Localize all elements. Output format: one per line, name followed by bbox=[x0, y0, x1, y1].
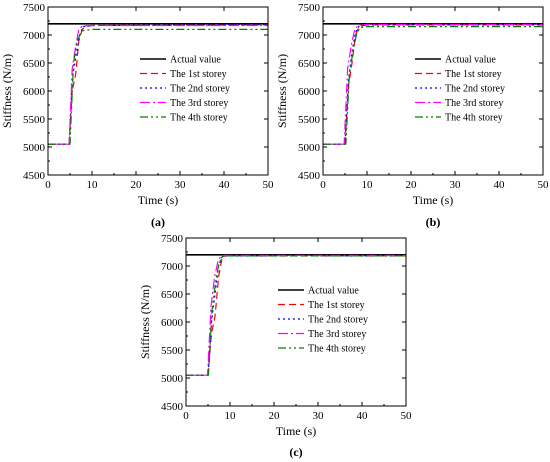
y-tick-label: 5000 bbox=[298, 142, 321, 154]
x-axis-label: Time (s) bbox=[413, 193, 454, 207]
y-tick-label: 7500 bbox=[23, 2, 46, 14]
plot-frame bbox=[185, 237, 407, 407]
legend-label-2: The 1st storey bbox=[308, 300, 365, 311]
x-tick-label: 30 bbox=[313, 410, 325, 422]
panel-label: (c) bbox=[289, 445, 302, 459]
series-line-2 bbox=[323, 24, 543, 145]
series-line-5 bbox=[323, 26, 543, 145]
y-tick-label: 5500 bbox=[161, 345, 184, 357]
y-tick-label: 5000 bbox=[161, 373, 184, 385]
series-line-2 bbox=[186, 255, 406, 376]
y-tick-label: 7000 bbox=[23, 30, 46, 42]
y-tick-label: 6500 bbox=[23, 58, 46, 70]
series-line-5 bbox=[48, 28, 268, 145]
x-tick-label: 50 bbox=[538, 179, 550, 191]
legend-label-4: The 3rd storey bbox=[170, 98, 228, 109]
y-tick-label: 4500 bbox=[161, 401, 184, 413]
series-line-5 bbox=[186, 255, 406, 376]
series-line-4 bbox=[48, 24, 268, 145]
y-tick-label: 4500 bbox=[23, 170, 46, 182]
plot-frame bbox=[322, 6, 544, 176]
y-tick-label: 7500 bbox=[161, 233, 184, 245]
legend-label-5: The 4th storey bbox=[445, 113, 503, 124]
x-tick-label: 0 bbox=[320, 179, 326, 191]
x-tick-label: 20 bbox=[406, 179, 418, 191]
x-tick-label: 50 bbox=[263, 179, 275, 191]
x-tick-label: 10 bbox=[225, 410, 237, 422]
x-tick-label: 50 bbox=[401, 410, 413, 422]
y-tick-label: 6000 bbox=[161, 317, 184, 329]
chart-panel-3: 0 10 20 30 40 50 4500 5000 5500 6000 6500 7000 7500 T… bbox=[138, 233, 412, 459]
panel-label: (b) bbox=[426, 215, 441, 229]
x-tick-label: 20 bbox=[131, 179, 143, 191]
y-tick-label: 4500 bbox=[298, 170, 321, 182]
series-line-3 bbox=[323, 24, 543, 145]
series-line-4 bbox=[323, 23, 543, 145]
legend-label-2: The 1st storey bbox=[170, 69, 227, 80]
y-tick-label: 7000 bbox=[298, 30, 321, 42]
x-tick-label: 40 bbox=[219, 179, 231, 191]
x-tick-label: 20 bbox=[269, 410, 281, 422]
y-tick-label: 7000 bbox=[161, 261, 184, 273]
y-axis-label: Stiffness (N/m) bbox=[0, 54, 14, 128]
legend-label-3: The 2nd storey bbox=[308, 315, 368, 326]
x-tick-label: 40 bbox=[357, 410, 369, 422]
panel-label: (a) bbox=[151, 215, 165, 229]
legend-label-3: The 2nd storey bbox=[445, 84, 505, 95]
series-line-4 bbox=[186, 254, 406, 376]
legend-label-4: The 3rd storey bbox=[445, 98, 503, 109]
y-tick-label: 7500 bbox=[298, 2, 321, 14]
x-tick-label: 40 bbox=[494, 179, 506, 191]
chart-panel-2: 0 10 20 30 40 50 4500 5000 5500 6000 6500 7000 7500 T… bbox=[275, 2, 549, 229]
legend-label-1: Actual value bbox=[308, 286, 359, 297]
y-tick-label: 6000 bbox=[298, 86, 321, 98]
y-tick-label: 5000 bbox=[23, 142, 46, 154]
series-line-3 bbox=[186, 255, 406, 376]
y-tick-label: 5500 bbox=[23, 114, 46, 126]
x-tick-label: 10 bbox=[87, 179, 99, 191]
y-tick-label: 5500 bbox=[298, 114, 321, 126]
x-tick-label: 0 bbox=[183, 410, 189, 422]
x-tick-label: 10 bbox=[362, 179, 374, 191]
x-axis-label: Time (s) bbox=[138, 193, 179, 207]
x-tick-label: 30 bbox=[175, 179, 187, 191]
x-tick-label: 0 bbox=[45, 179, 51, 191]
y-tick-label: 6000 bbox=[23, 86, 46, 98]
legend-label-4: The 3rd storey bbox=[308, 329, 366, 340]
legend-label-3: The 2nd storey bbox=[170, 84, 230, 95]
y-axis-label: Stiffness (N/m) bbox=[275, 54, 289, 128]
x-axis-label: Time (s) bbox=[276, 424, 317, 438]
legend-label-5: The 4th storey bbox=[308, 344, 366, 355]
y-tick-label: 6500 bbox=[298, 58, 321, 70]
series-line-3 bbox=[48, 23, 268, 145]
y-tick-label: 6500 bbox=[161, 289, 184, 301]
legend-label-2: The 1st storey bbox=[445, 69, 502, 80]
x-tick-label: 30 bbox=[450, 179, 462, 191]
series-line-2 bbox=[48, 24, 268, 145]
chart-panel-1: 0 10 20 30 40 50 4500 5000 5500 6000 6500 7000 7500 T… bbox=[0, 2, 274, 229]
y-axis-label: Stiffness (N/m) bbox=[138, 285, 152, 359]
legend-label-5: The 4th storey bbox=[170, 113, 228, 124]
legend-label-1: Actual value bbox=[445, 55, 496, 66]
legend-label-1: Actual value bbox=[170, 55, 221, 66]
